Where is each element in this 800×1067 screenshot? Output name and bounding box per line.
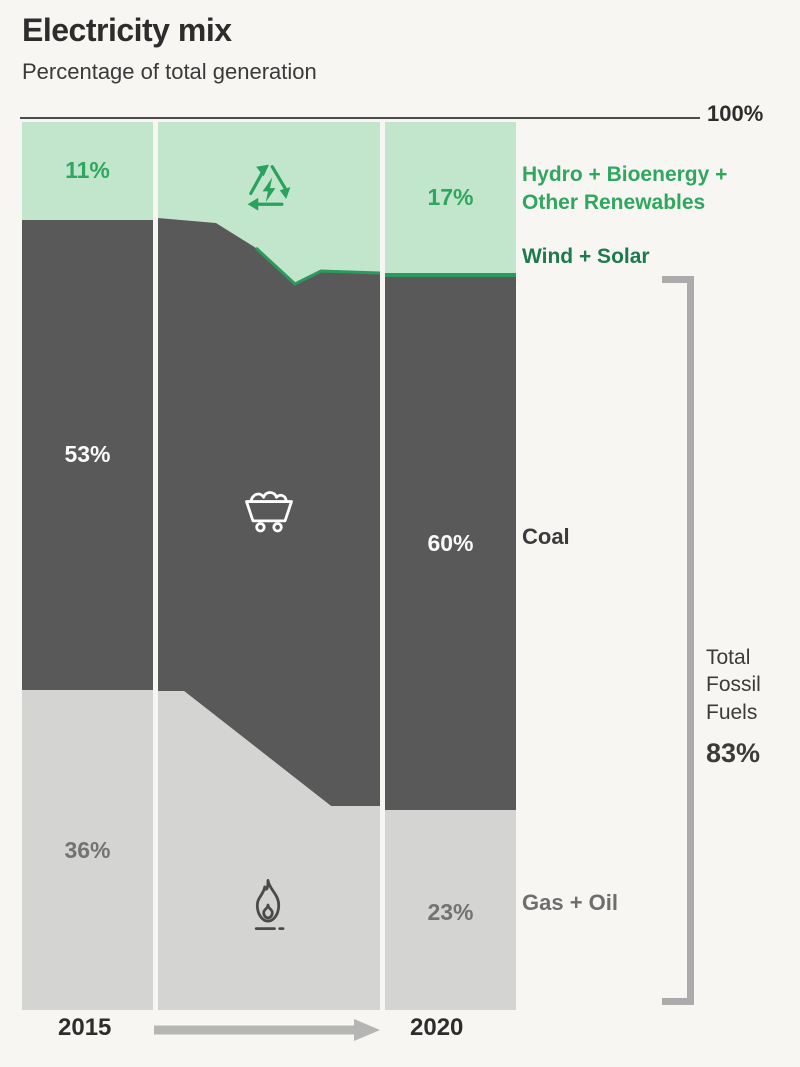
coal-cart-icon <box>245 491 293 533</box>
hundred-percent-gridline <box>20 117 700 119</box>
bar-2020: 17% 60% 23% <box>385 122 516 1010</box>
year-arrow-icon <box>154 1019 380 1041</box>
segment-2015-gas-oil: 36% <box>22 690 153 1010</box>
value-2020-coal: 60% <box>427 530 474 557</box>
x-axis-year-2020: 2020 <box>410 1014 464 1041</box>
page-title: Electricity mix <box>22 12 232 48</box>
recycle-energy-icon <box>247 164 291 211</box>
total-fossil-bracket <box>662 276 694 1005</box>
flow-band-gas-oil <box>158 691 380 1010</box>
legend-gas-oil: Gas + Oil <box>522 890 618 915</box>
segment-2020-gas-oil: 23% <box>385 810 516 1010</box>
flame-icon <box>254 879 285 931</box>
flow-band-coal <box>158 218 380 806</box>
legend-coal: Coal <box>522 524 570 549</box>
segment-2020-renewables: 17% <box>385 122 516 273</box>
value-2020-gas-oil: 23% <box>427 898 474 925</box>
segment-2020-coal: 60% <box>385 277 516 811</box>
value-2015-renewables: 11% <box>65 157 110 184</box>
value-2020-renewables: 17% <box>427 183 474 210</box>
flow-line-wind-solar <box>254 246 380 286</box>
segment-2020-wind-solar <box>385 272 516 278</box>
x-axis-year-2015: 2015 <box>58 1014 112 1041</box>
legend-wind-solar: Wind + Solar <box>522 245 650 268</box>
value-2015-coal: 53% <box>64 441 111 468</box>
segment-2015-renewables: 11% <box>22 122 153 220</box>
total-fossil-value: 83% <box>706 738 761 768</box>
hundred-percent-label: 100% <box>707 101 764 126</box>
total-fossil-label: Total Fossil Fuels <box>706 646 761 724</box>
page-subtitle: Percentage of total generation <box>22 59 317 84</box>
bar-2015: 11% 53% 36% <box>22 122 153 1010</box>
segment-2015-coal: 53% <box>22 219 153 691</box>
legend-renewables: Hydro + Bioenergy + Other Renewables <box>522 163 728 215</box>
value-2015-gas-oil: 36% <box>64 836 111 863</box>
flow-connector <box>158 122 380 1010</box>
